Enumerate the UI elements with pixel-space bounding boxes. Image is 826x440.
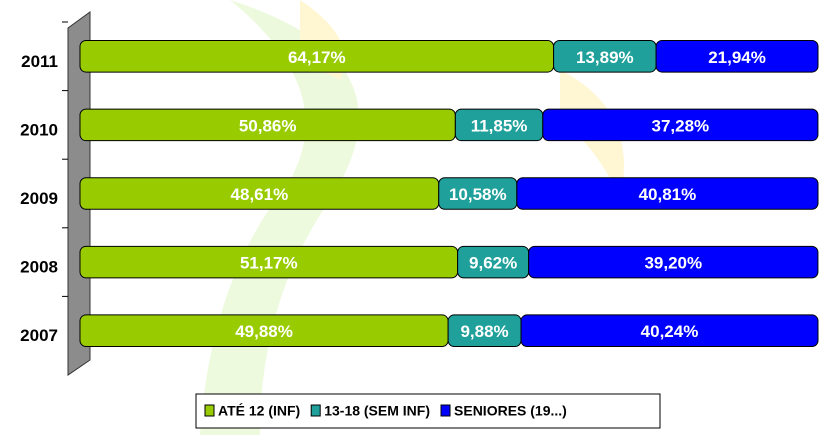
value-label: 50,86% (239, 116, 297, 135)
page: {"chart_data": {"type": "bar", "orientat… (0, 0, 826, 435)
legend: ATÉ 12 (INF) 13-18 (SEM INF) SENIORES (19.… (196, 394, 660, 428)
y-tick-label: 2011 (21, 52, 58, 71)
value-label: 11,85% (471, 116, 528, 135)
value-label: 9,62% (469, 254, 517, 273)
value-label: 10,58% (449, 185, 507, 204)
value-label: 21,94% (708, 48, 766, 67)
value-label: 49,88% (235, 322, 293, 341)
value-label: 9,88% (460, 322, 508, 341)
legend-swatch (441, 405, 450, 416)
y-tick-label: 2007 (20, 326, 58, 345)
value-label: 51,17% (240, 254, 298, 273)
chart: ATÉ 12 (INF) 13-18 (SEM INF) SENIORES (19.… (0, 0, 826, 435)
y-tick-label: 2008 (20, 258, 58, 277)
legend-swatch (205, 405, 214, 416)
value-label: 13,89% (576, 48, 634, 67)
value-label: 37,28% (652, 116, 710, 135)
value-label: 40,24% (641, 322, 699, 341)
y-tick-label: 2009 (20, 189, 58, 208)
legend-swatch (311, 405, 320, 416)
legend-label: 13-18 (SEM INF) (324, 403, 430, 419)
value-label: 40,81% (639, 185, 697, 204)
value-label: 64,17% (288, 48, 346, 67)
value-label: 39,20% (644, 254, 702, 273)
legend-label: ATÉ 12 (INF) (218, 403, 300, 419)
legend-label: SENIORES (19...) (454, 403, 567, 419)
y-tick-label: 2010 (20, 120, 58, 139)
value-label: 48,61% (231, 185, 289, 204)
